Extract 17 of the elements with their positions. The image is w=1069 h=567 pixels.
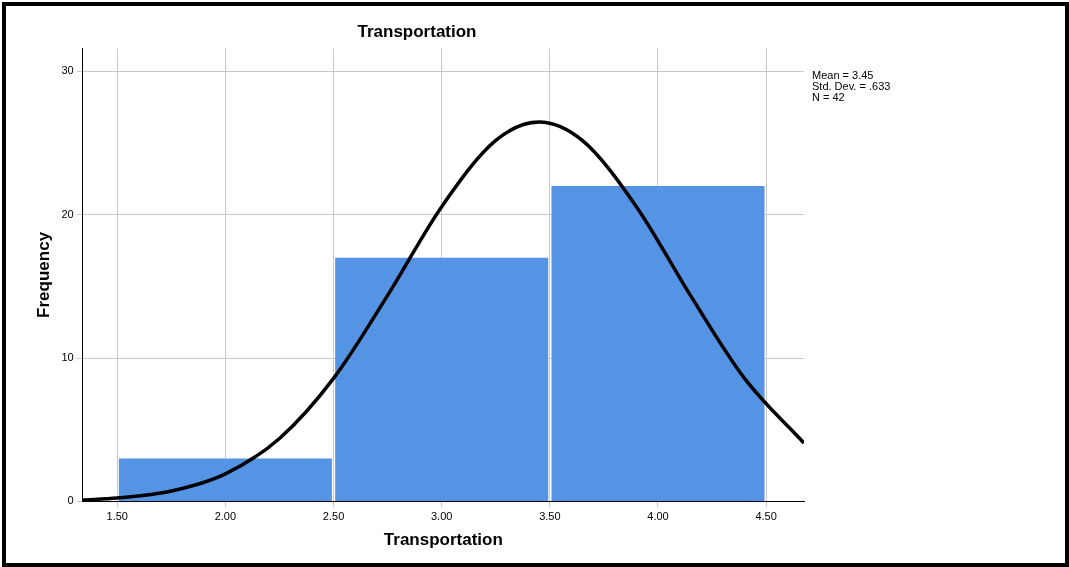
y-tick-label: 0 — [67, 494, 74, 507]
x-tick-label: 3.50 — [539, 510, 561, 523]
x-tick-label: 4.50 — [755, 510, 777, 523]
x-tick-label: 2.50 — [322, 510, 345, 523]
x-tick-label: 1.50 — [106, 510, 128, 523]
chart-title: Transportation — [357, 21, 477, 41]
text: Mean = 3.45 — [812, 68, 874, 81]
y-axis-title: Frequency — [33, 231, 53, 318]
x-tick-label: 2.00 — [214, 510, 237, 523]
x-tick-label: 3.00 — [430, 510, 453, 523]
x-axis-title: Transportation — [383, 530, 503, 550]
y-tick-label: 30 — [61, 64, 74, 77]
y-tick-label: 20 — [61, 207, 74, 220]
text: N = 42 — [812, 90, 845, 103]
text: Std. Dev. = .633 — [812, 79, 891, 92]
y-tick-label: 10 — [61, 351, 74, 364]
x-tick-label: 4.00 — [647, 510, 669, 523]
